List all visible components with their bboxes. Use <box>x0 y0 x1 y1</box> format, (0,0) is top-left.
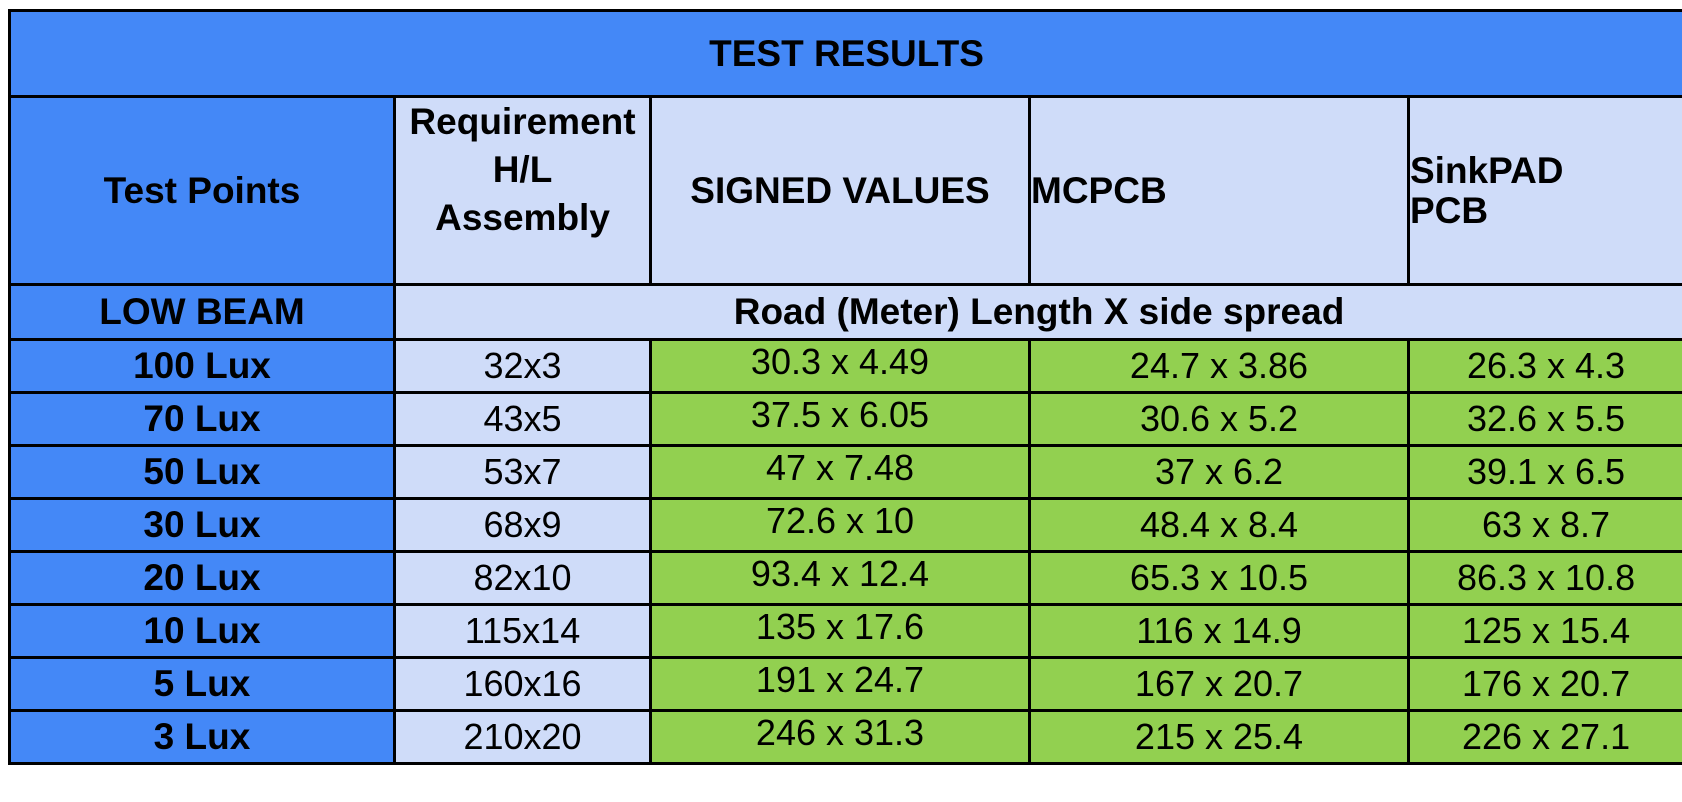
row-label: 100 Lux <box>8 338 396 394</box>
table-row: 5 Lux 160x16 191 x 24.7 167 x 20.7 176 x… <box>8 656 1682 712</box>
row-label: 20 Lux <box>8 550 396 606</box>
row-signed-value: 37.5 x 6.05 <box>649 391 1031 447</box>
row-sinkpad-value: 63 x 8.7 <box>1406 497 1682 553</box>
row-label: 3 Lux <box>8 709 396 765</box>
row-sinkpad-value: 32.6 x 5.5 <box>1406 391 1682 447</box>
row-signed-value: 93.4 x 12.4 <box>649 550 1031 606</box>
title-row: TEST RESULTS <box>7 9 1682 98</box>
header-signed-values: SIGNED VALUES <box>649 95 1031 286</box>
row-requirement: 32x3 <box>393 338 652 394</box>
header-mcpcb: MCPCB <box>1028 95 1410 286</box>
row-mcpcb-value: 167 x 20.7 <box>1028 656 1410 712</box>
table-row: 100 Lux 32x3 30.3 x 4.49 24.7 x 3.86 26.… <box>8 338 1682 394</box>
row-signed-value: 135 x 17.6 <box>649 603 1031 659</box>
subheader-row: LOW BEAM Road (Meter) Length X side spre… <box>8 283 1682 341</box>
row-mcpcb-value: 30.6 x 5.2 <box>1028 391 1410 447</box>
row-mcpcb-value: 215 x 25.4 <box>1028 709 1410 765</box>
header-requirement-line3: Assembly <box>435 197 610 238</box>
test-results-table: TEST RESULTS Test Points Requirement H/L… <box>7 9 1682 765</box>
row-label: 70 Lux <box>8 391 396 447</box>
row-signed-value: 30.3 x 4.49 <box>649 338 1031 394</box>
row-mcpcb-value: 48.4 x 8.4 <box>1028 497 1410 553</box>
row-requirement: 82x10 <box>393 550 652 606</box>
subheader-description: Road (Meter) Length X side spread <box>392 283 1682 341</box>
row-label: 30 Lux <box>8 497 396 553</box>
row-sinkpad-value: 125 x 15.4 <box>1406 603 1682 659</box>
header-sinkpad: SinkPAD PCB <box>1406 95 1682 286</box>
row-signed-value: 47 x 7.48 <box>649 444 1031 500</box>
table-row: 70 Lux 43x5 37.5 x 6.05 30.6 x 5.2 32.6 … <box>8 391 1682 447</box>
table-title: TEST RESULTS <box>7 9 1682 98</box>
header-sinkpad-line1: SinkPAD <box>1410 149 1564 191</box>
table-row: 3 Lux 210x20 246 x 31.3 215 x 25.4 226 x… <box>8 709 1682 765</box>
subheader-beam: LOW BEAM <box>8 283 396 341</box>
header-test-points: Test Points <box>8 95 396 286</box>
row-requirement: 53x7 <box>393 444 652 500</box>
row-mcpcb-value: 24.7 x 3.86 <box>1028 338 1410 394</box>
header-sinkpad-line2: PCB <box>1410 189 1489 231</box>
row-requirement: 43x5 <box>393 391 652 447</box>
row-sinkpad-value: 176 x 20.7 <box>1406 656 1682 712</box>
header-requirement-line1: Requirement <box>409 101 636 142</box>
row-requirement: 210x20 <box>393 709 652 765</box>
row-signed-value: 246 x 31.3 <box>649 709 1031 765</box>
row-signed-value: 191 x 24.7 <box>649 656 1031 712</box>
table-row: 20 Lux 82x10 93.4 x 12.4 65.3 x 10.5 86.… <box>8 550 1682 606</box>
row-sinkpad-value: 26.3 x 4.3 <box>1406 338 1682 394</box>
row-label: 5 Lux <box>8 656 396 712</box>
row-mcpcb-value: 37 x 6.2 <box>1028 444 1410 500</box>
header-requirement: Requirement H/L Assembly <box>393 95 652 286</box>
row-sinkpad-value: 39.1 x 6.5 <box>1406 444 1682 500</box>
row-requirement: 68x9 <box>393 497 652 553</box>
row-label: 50 Lux <box>8 444 396 500</box>
row-label: 10 Lux <box>8 603 396 659</box>
header-row: Test Points Requirement H/L Assembly SIG… <box>8 95 1682 286</box>
row-mcpcb-value: 116 x 14.9 <box>1028 603 1410 659</box>
row-requirement: 115x14 <box>393 603 652 659</box>
table-row: 10 Lux 115x14 135 x 17.6 116 x 14.9 125 … <box>8 603 1682 659</box>
row-sinkpad-value: 86.3 x 10.8 <box>1406 550 1682 606</box>
table-row: 30 Lux 68x9 72.6 x 10 48.4 x 8.4 63 x 8.… <box>8 497 1682 553</box>
table-row: 50 Lux 53x7 47 x 7.48 37 x 6.2 39.1 x 6.… <box>8 444 1682 500</box>
row-sinkpad-value: 226 x 27.1 <box>1406 709 1682 765</box>
row-requirement: 160x16 <box>393 656 652 712</box>
row-signed-value: 72.6 x 10 <box>649 497 1031 553</box>
header-requirement-line2: H/L <box>492 149 553 190</box>
row-mcpcb-value: 65.3 x 10.5 <box>1028 550 1410 606</box>
